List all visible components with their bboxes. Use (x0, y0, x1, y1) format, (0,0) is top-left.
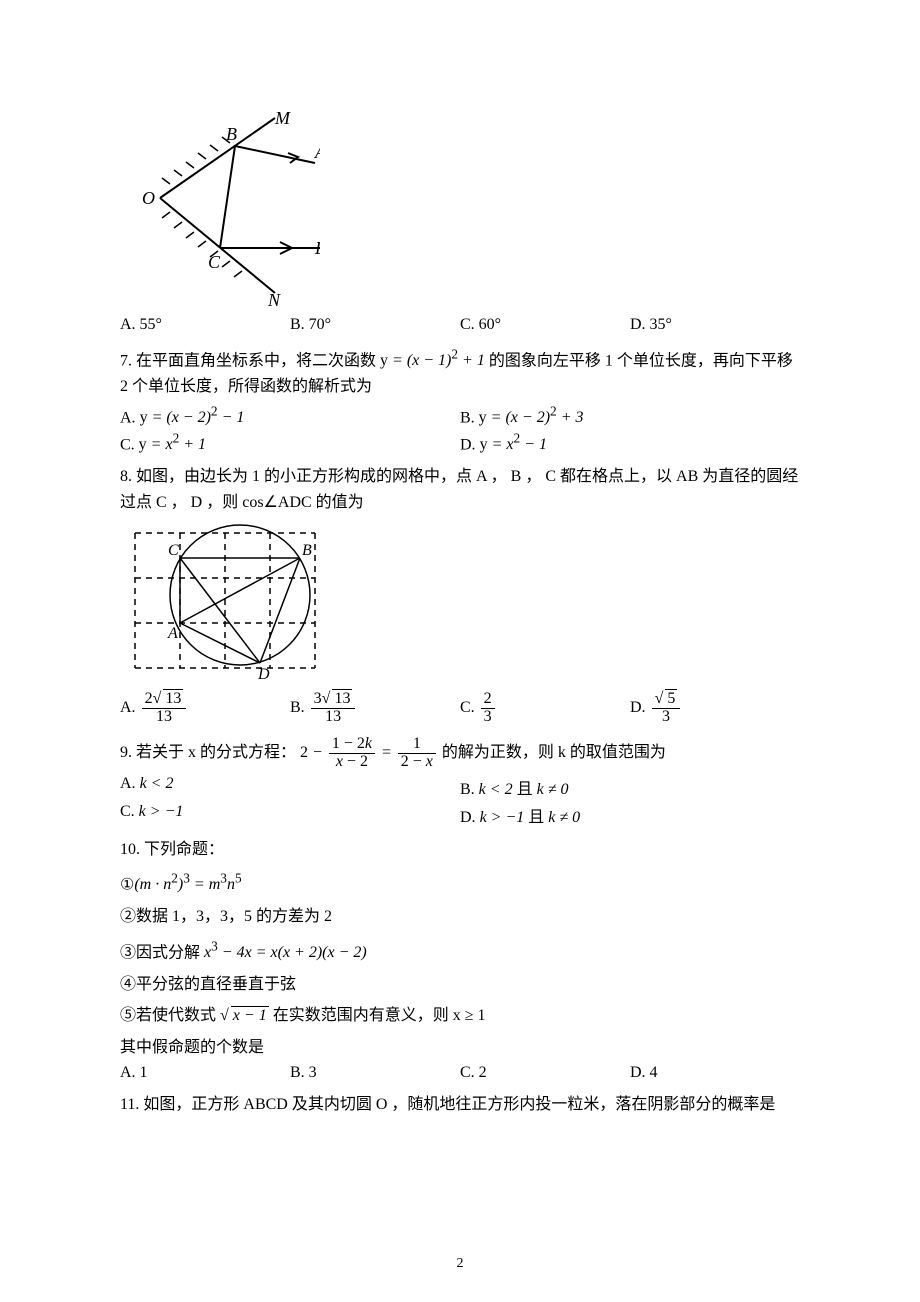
q6-label-N: N (267, 290, 281, 308)
q10-opt-B: B. 3 (290, 1064, 460, 1082)
q6-opt-C: C. 60° (460, 316, 630, 334)
q8-label-D: D (257, 666, 270, 683)
q7-num: 7. (120, 352, 136, 369)
q7-opt-D: D. y = x2 − 1 (460, 431, 800, 454)
q10-tail: 其中假命题的个数是 (120, 1035, 800, 1061)
q9-opt-C: C. k > −1 (120, 803, 460, 827)
q6-label-C: C (208, 252, 221, 272)
q10-num: 10. (120, 841, 144, 858)
q10-opt-A: A. 1 (120, 1064, 290, 1082)
q10-s4: ④平分弦的直径垂直于弦 (120, 972, 800, 998)
q8-text: 如图，由边长为 1 的小正方形构成的网格中，点 A ， B ， C 都在格点上，… (120, 468, 798, 511)
q8-opt-A: A. 2√1313 (120, 691, 290, 726)
q11-text: 如图，正方形 ABCD 及其内切圆 O ，随机地往正方形内投一粒米，落在阴影部分… (143, 1096, 775, 1113)
q10-s1: ①(m · n2)3 = m3n5 (120, 868, 800, 898)
q8-label-C: C (168, 542, 179, 559)
q6-opt-B: B. 70° (290, 316, 460, 334)
q6-label-B: B (226, 124, 237, 144)
q8-opt-B: B. 3√1313 (290, 691, 460, 726)
q9-num: 9. (120, 744, 136, 761)
q8-options: A. 2√1313 B. 3√1313 C. 23 D. √53 (120, 691, 800, 730)
q10-s3: ③因式分解 x3 − 4x = x(x + 2)(x − 2) (120, 936, 800, 966)
q6-opt-A: A. 55° (120, 316, 290, 334)
page-number: 2 (0, 1256, 920, 1272)
q6-options: A. 55° B. 70° C. 60° D. 35° (120, 316, 800, 338)
q6-label-D: D (314, 238, 320, 258)
q6-label-M: M (274, 108, 291, 128)
q9-eq: 2 − 1 − 2kx − 2 = 12 − x (300, 744, 442, 761)
q6-figure: M B A O C D N (120, 108, 800, 308)
q8: 8. 如图，由边长为 1 的小正方形构成的网格中，点 A ， B ， C 都在格… (120, 464, 800, 515)
q9-opt-B: B. k < 2 且 k ≠ 0 (460, 775, 800, 799)
q8-svg: A B C D (120, 523, 340, 683)
q8-opt-D: D. √53 (630, 691, 800, 726)
q8-opt-C: C. 23 (460, 691, 630, 726)
q7-text1: 在平面直角坐标系中，将二次函数 (136, 352, 380, 369)
q10-s5: ⑤若使代数式 √x − 1 在实数范围内有意义，则 x ≥ 1 (120, 1003, 800, 1029)
q6-svg: M B A O C D N (120, 108, 320, 308)
q6-opt-D: D. 35° (630, 316, 800, 334)
q9: 9. 若关于 x 的分式方程： 2 − 1 − 2kx − 2 = 12 − x… (120, 736, 800, 771)
q7-f0: y = (x − 1)2 + 1 (380, 352, 485, 369)
q9-text1: 若关于 x 的分式方程： (136, 744, 296, 761)
q6-label-O: O (142, 188, 155, 208)
q7-options: A. y = (x − 2)2 − 1 B. y = (x − 2)2 + 3 … (120, 404, 800, 459)
q8-num: 8. (120, 468, 136, 485)
q7-opt-C: C. y = x2 + 1 (120, 431, 460, 454)
q10-s2: ②数据 1，3，3，5 的方差为 2 (120, 904, 800, 930)
q10-opt-D: D. 4 (630, 1064, 800, 1082)
q10-options: A. 1 B. 3 C. 2 D. 4 (120, 1064, 800, 1086)
q9-opt-D: D. k > −1 且 k ≠ 0 (460, 803, 800, 827)
q9-text2: 的解为正数，则 k 的取值范围为 (442, 744, 666, 761)
q6-label-A: A (314, 142, 320, 162)
q8-figure: A B C D (120, 523, 800, 683)
q10-text: 下列命题： (144, 841, 224, 858)
q7: 7. 在平面直角坐标系中，将二次函数 y = (x − 1)2 + 1 的图象向… (120, 344, 800, 400)
q9-opt-A: A. k < 2 (120, 775, 460, 799)
q7-opt-B: B. y = (x − 2)2 + 3 (460, 404, 800, 427)
q8-label-A: A (167, 625, 178, 642)
q11: 11. 如图，正方形 ABCD 及其内切圆 O ，随机地往正方形内投一粒米，落在… (120, 1092, 800, 1118)
q10-opt-C: C. 2 (460, 1064, 630, 1082)
page: M B A O C D N A. 55° B. 70° C. 60° D. 35… (0, 0, 920, 1302)
q10: 10. 下列命题： (120, 837, 800, 863)
q9-options: A. k < 2 B. k < 2 且 k ≠ 0 C. k > −1 D. k… (120, 775, 800, 831)
q8-label-B: B (302, 542, 312, 559)
q7-opt-A: A. y = (x − 2)2 − 1 (120, 404, 460, 427)
q11-num: 11. (120, 1096, 143, 1113)
